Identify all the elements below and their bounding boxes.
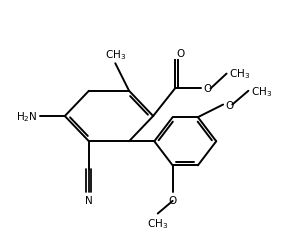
Text: CH$_3$: CH$_3$ <box>105 48 126 62</box>
Text: H$_2$N: H$_2$N <box>16 110 37 123</box>
Text: O: O <box>226 100 234 110</box>
Text: CH$_3$: CH$_3$ <box>251 85 272 98</box>
Text: CH$_3$: CH$_3$ <box>147 216 168 230</box>
Text: O: O <box>204 84 212 94</box>
Text: CH$_3$: CH$_3$ <box>229 67 250 81</box>
Text: O: O <box>176 48 184 58</box>
Text: O: O <box>168 195 177 205</box>
Text: N: N <box>85 195 93 205</box>
